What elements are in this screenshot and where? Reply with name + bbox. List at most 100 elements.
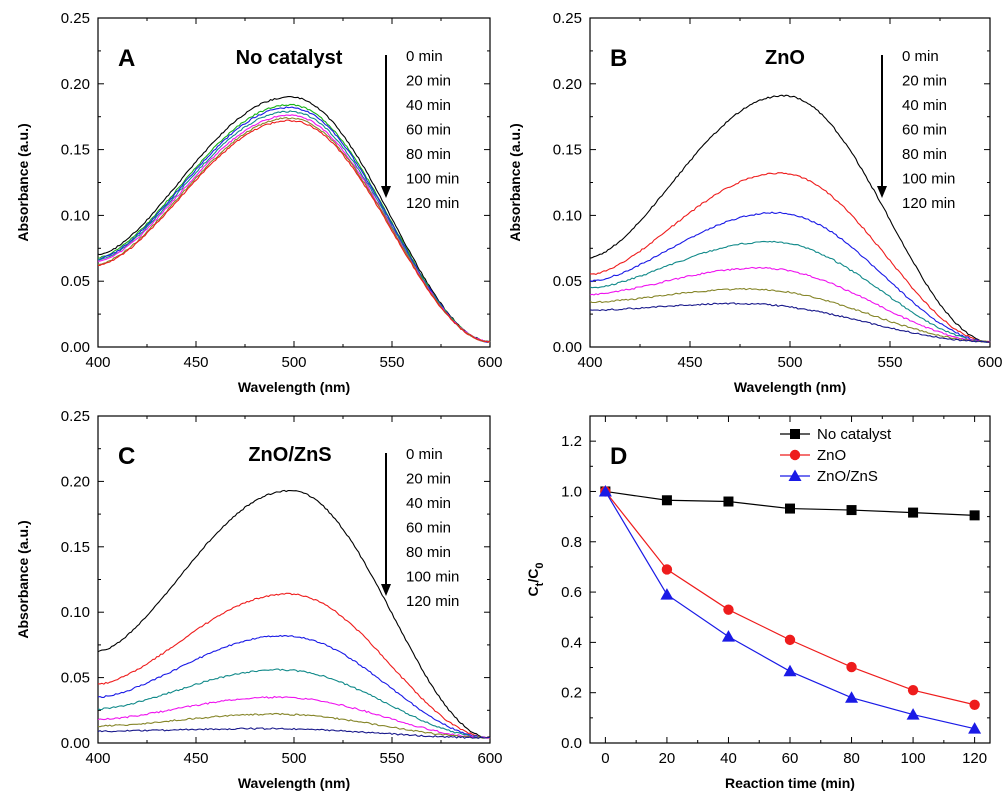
time-label: 100 min	[902, 171, 955, 188]
y-tick-label: 0.05	[61, 273, 90, 290]
x-tick-label: 120	[962, 750, 987, 767]
x-tick-label: 600	[477, 354, 502, 371]
panel-letter: C	[118, 443, 135, 470]
spectrum-line-60-min	[98, 110, 491, 343]
y-axis-title-part: C	[525, 586, 541, 596]
legend-label: ZnO	[817, 447, 846, 464]
spectrum-line-20-min	[98, 103, 491, 344]
panel-letter: B	[610, 45, 627, 72]
spectrum-line-60-min	[589, 240, 991, 343]
data-point-triangle	[968, 722, 982, 734]
series-line-zno-zns	[604, 491, 975, 730]
data-point-triangle	[783, 664, 797, 677]
y-tick-label: 0.05	[61, 670, 90, 687]
y-tick-label: 0.15	[553, 142, 582, 159]
y-tick-label: 0.15	[61, 142, 90, 159]
x-axis-title: Wavelength (nm)	[238, 775, 350, 791]
y-tick-label: 0.6	[561, 584, 582, 601]
y-tick-label: 0.00	[61, 339, 90, 356]
time-label: 20 min	[406, 73, 451, 90]
data-point-square	[661, 495, 672, 506]
time-label: 60 min	[406, 122, 451, 139]
x-tick-label: 500	[777, 354, 802, 371]
x-tick-label: 100	[901, 750, 926, 767]
x-axis-title: Reaction time (min)	[725, 775, 855, 791]
panel-c-zno-zns-spectra: 0.00 0.05 0.10 0.15 0.20 0.25 400 450 500 550 600 W…	[15, 408, 503, 791]
spectrum-line-80-min	[589, 266, 991, 343]
y-axis-title: Ct/C0	[525, 563, 546, 597]
spectrum-line-0-min	[97, 95, 491, 343]
time-arrow-head	[381, 584, 391, 596]
spectrum-line-40-min	[98, 106, 491, 343]
spectrum-line-120-min	[589, 302, 991, 343]
data-point-triangle	[660, 588, 674, 600]
spectrum-line-20-min	[97, 592, 491, 739]
y-tick-label: 0.20	[61, 76, 90, 93]
y-tick-label: 1.0	[561, 483, 582, 500]
y-tick-label: 0.10	[553, 207, 582, 224]
y-tick-label: 0.00	[61, 735, 90, 752]
x-axis-title: Wavelength (nm)	[238, 379, 350, 395]
data-point-circle	[723, 604, 734, 615]
data-point-square	[969, 510, 980, 521]
y-tick-label: 0.25	[61, 408, 90, 425]
data-point-circle	[789, 449, 801, 461]
x-tick-label: 550	[379, 354, 404, 371]
time-label: 100 min	[406, 569, 459, 586]
x-tick-label: 550	[877, 354, 902, 371]
time-label: 40 min	[902, 97, 947, 114]
x-tick-label: 40	[720, 750, 737, 767]
data-point-square	[790, 429, 800, 439]
y-tick-label: 0.0	[561, 735, 582, 752]
data-point-triangle	[721, 630, 735, 642]
panel-b-zno-spectra: 0.00 0.05 0.10 0.15 0.20 0.25 400 450 500 550 600 W…	[507, 10, 1003, 395]
panel-letter: D	[610, 443, 627, 470]
panel-a-no-catalyst-spectra: 0.00 0.05 0.10 0.15 0.20 0.25 400 450 500 550 600 W…	[15, 10, 503, 395]
y-axis-title: Absorbance (a.u.)	[15, 520, 31, 638]
x-tick-label: 400	[577, 354, 602, 371]
x-tick-label: 450	[183, 354, 208, 371]
spectrum-line-100-min	[589, 287, 991, 344]
y-axis-title-part: /C	[525, 569, 541, 583]
time-label: 0 min	[406, 48, 443, 65]
panel-title: No catalyst	[236, 47, 343, 69]
x-tick-label: 550	[379, 750, 404, 767]
y-tick-label: 0.25	[553, 10, 582, 27]
data-point-triangle	[788, 469, 802, 481]
panel-d-kinetics: 0.0 0.2 0.4 0.6 0.8 1.0 1.2 0 20 40 60 80 100 120 Reac…	[525, 415, 991, 791]
x-tick-label: 20	[659, 750, 676, 767]
x-tick-label: 500	[281, 354, 306, 371]
spectrum-line-100-min	[97, 712, 491, 739]
spectrum-line-20-min	[590, 172, 991, 343]
y-tick-label: 0.10	[61, 604, 90, 621]
x-tick-label: 0	[601, 750, 609, 767]
legend-label: No catalyst	[817, 426, 892, 443]
y-axis-title: Absorbance (a.u.)	[507, 123, 523, 241]
legend-label: ZnO/ZnS	[817, 468, 878, 485]
y-tick-label: 0.8	[561, 534, 582, 551]
y-tick-label: 0.20	[553, 76, 582, 93]
time-label: 100 min	[406, 171, 459, 188]
y-tick-label: 0.15	[61, 539, 90, 556]
y-tick-label: 0.20	[61, 473, 90, 490]
y-tick-label: 0.10	[61, 207, 90, 224]
time-label: 60 min	[902, 122, 947, 139]
y-tick-label: 0.00	[553, 339, 582, 356]
spectrum-line-80-min	[97, 695, 491, 739]
spectrum-line-60-min	[97, 668, 491, 739]
panel-letter: A	[118, 45, 135, 72]
spectrum-line-0-min	[589, 94, 991, 343]
data-point-circle	[661, 564, 673, 575]
time-label: 60 min	[406, 520, 451, 537]
data-point-triangle	[906, 708, 920, 720]
time-label: 80 min	[902, 146, 947, 163]
data-point-square	[846, 505, 857, 516]
spectrum-line-120-min	[98, 119, 491, 343]
x-tick-label: 60	[782, 750, 799, 767]
y-tick-label: 0.25	[61, 10, 90, 27]
spectrum-line-100-min	[97, 117, 491, 343]
x-tick-label: 600	[977, 354, 1002, 371]
time-label: 20 min	[406, 471, 451, 488]
spectrum-line-40-min	[589, 211, 991, 343]
